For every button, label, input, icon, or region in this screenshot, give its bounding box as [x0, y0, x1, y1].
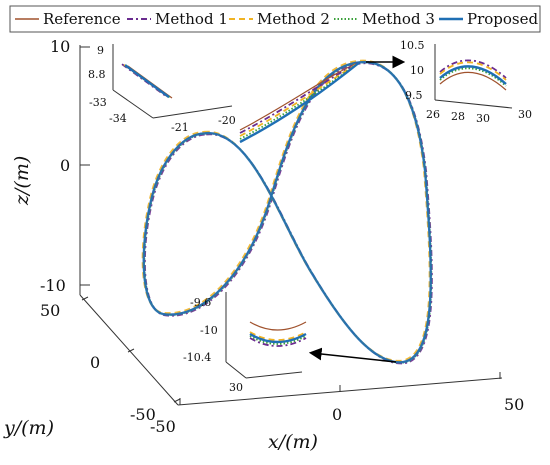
- legend-label-method-2: Method 2: [257, 10, 330, 28]
- y-tick-label-neg50: -50: [130, 405, 156, 424]
- y-axis-line: [79, 294, 179, 406]
- inset-tl-axis-diag: [112, 89, 154, 119]
- legend-label-method-1: Method 1: [155, 10, 228, 28]
- y-tick-label-0: 0: [90, 353, 100, 372]
- legend-label-proposed: Proposed: [467, 10, 539, 28]
- inset-b-tick-neg10-4: -10.4: [183, 351, 211, 364]
- inset-tr-tick-9-5: 9.5: [405, 89, 423, 102]
- inset-tl-tick-9: 9: [97, 44, 104, 57]
- legend: Reference Method 1 Method 2 Method 3 Pro…: [9, 5, 541, 33]
- trajectory-reference: [143, 61, 432, 363]
- inset-tl-tick-neg34: -34: [109, 112, 127, 125]
- trajectories: [141, 59, 433, 365]
- inset-top-left: 9 8.8 -33 -34 -21 -20: [88, 44, 236, 134]
- inset-b-lines: [249, 321, 307, 347]
- inset-tr-tick-28: 28: [451, 110, 465, 123]
- x-tick-label-neg50: -50: [150, 417, 176, 436]
- fan-segment-proposed: [239, 61, 361, 144]
- legend-label-method-3: Method 3: [362, 10, 435, 28]
- inset-b-curve-method-2: [249, 331, 307, 341]
- inset-tr-curve-proposed: [439, 65, 507, 85]
- inset-b-curve-method-1: [249, 337, 307, 347]
- inset-b-tick-30: 30: [229, 381, 243, 394]
- inset-b-curve-reference: [249, 321, 307, 331]
- inset-tr-tick-30: 30: [476, 112, 490, 125]
- inset-tl-axis-h: [152, 105, 233, 119]
- tick-labels: 10 0 -10 50 0 -50 -50 0 50: [40, 37, 524, 436]
- inset-tr-tick-10-5: 10.5: [400, 39, 425, 52]
- inset-tr-curve-method-2: [439, 61, 507, 81]
- inset-tl-tick-neg21: -21: [171, 121, 189, 134]
- inset-tr-curve-reference: [439, 71, 507, 91]
- fan-segment-method-3: [239, 61, 361, 140]
- inset-b-curve-method-3: [249, 335, 307, 345]
- inset-tl-curve-proposed: [124, 64, 170, 99]
- inset-top-right: 10.5 10 9.5 26 28 30 30: [400, 39, 532, 125]
- fan-segment-method-1: [239, 61, 361, 134]
- arrow-to-bottom-inset: [308, 347, 397, 363]
- legend-label-reference: Reference: [43, 10, 121, 28]
- z-tick-label-0: 0: [60, 156, 70, 175]
- axes-frame: [79, 45, 503, 406]
- inset-tr-tick-26: 26: [426, 108, 440, 121]
- inset-b-tick-neg9-6: -9.6: [190, 296, 211, 309]
- inset-tl-tick-neg20: -20: [218, 114, 236, 127]
- x-tick-label-50: 50: [504, 395, 524, 414]
- inset-tl-tick-neg33: -33: [89, 96, 107, 109]
- inset-tl-tick-8-8: 8.8: [88, 68, 106, 81]
- inset-b-tick-neg10: -10: [200, 324, 218, 337]
- z-axis-label: z/(m): [11, 156, 33, 206]
- inset-tr-tick-30-depth: 30: [518, 108, 532, 121]
- x-axis-label: x/(m): [268, 431, 318, 453]
- fan-segment-method-2: [239, 61, 361, 137]
- z-tick-label-neg10: -10: [40, 276, 66, 295]
- inset-tr-lines: [439, 59, 507, 91]
- inset-tr-curve-method-1: [439, 59, 507, 79]
- y-tick-label-50: 50: [40, 301, 60, 320]
- y-tick-mark-50: [81, 296, 89, 301]
- inset-tr-axis-h: [434, 99, 513, 109]
- x-tick-label-0: 0: [332, 405, 342, 424]
- inset-b-axis-diag: [225, 361, 247, 379]
- trajectory-proposed: [142, 61, 432, 364]
- tick-marks: [80, 46, 501, 405]
- y-tick-mark-neg50: [173, 398, 181, 403]
- trajectory-method-2: [141, 59, 431, 362]
- inset-tr-tick-10: 10: [410, 64, 424, 77]
- z-tick-label-10: 10: [50, 37, 70, 56]
- y-axis-label: y/(m): [3, 417, 54, 439]
- inset-b-axis-h: [245, 371, 303, 379]
- inset-tl-lines: [121, 63, 173, 99]
- inset-b-curve-proposed: [249, 332, 307, 344]
- inset-bottom: -9.6 -10 -10.4 30: [183, 292, 307, 394]
- y-tick-mark-0: [127, 348, 135, 353]
